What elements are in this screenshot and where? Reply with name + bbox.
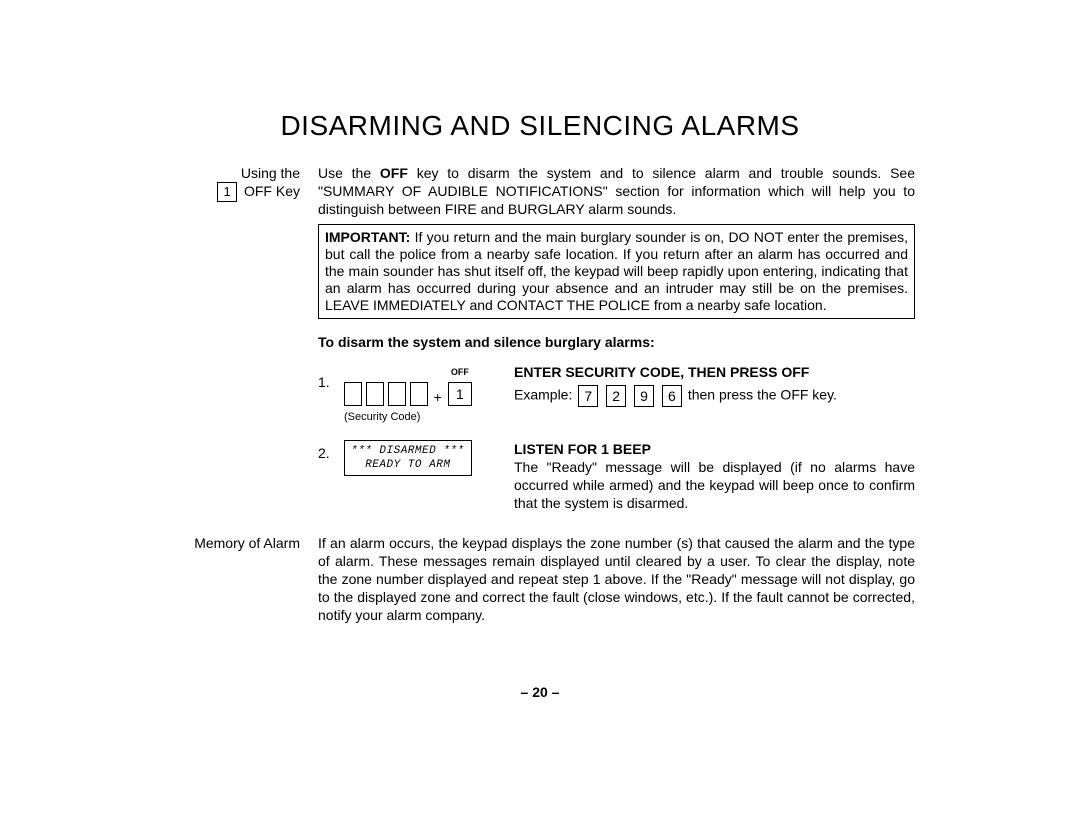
code-digit-1 bbox=[344, 382, 362, 406]
step-1: 1. + OFF 1 bbox=[318, 363, 915, 426]
left-label-using: Using the 1 OFF Key bbox=[165, 164, 318, 202]
code-digit-4 bbox=[410, 382, 428, 406]
off-key-1: 1 bbox=[448, 382, 472, 406]
using-the-text: Using the bbox=[241, 165, 300, 181]
lcd-line2: READY TO ARM bbox=[351, 458, 465, 472]
example-label: Example: bbox=[514, 387, 576, 403]
code-digit-2 bbox=[366, 382, 384, 406]
lcd-display: *** DISARMED *** READY TO ARM bbox=[344, 440, 472, 476]
step1-graphic: + OFF 1 (Security Code) bbox=[344, 363, 494, 426]
page-number: – 20 – bbox=[165, 684, 915, 700]
off-key-text: OFF Key bbox=[240, 183, 300, 199]
step1-text: ENTER SECURITY CODE, THEN PRESS OFF Exam… bbox=[494, 363, 915, 407]
off-key-box: 1 bbox=[217, 182, 237, 202]
page-title: DISARMING AND SILENCING ALARMS bbox=[165, 110, 915, 142]
step-2: 2. *** DISARMED *** READY TO ARM LISTEN … bbox=[318, 440, 915, 512]
step2-heading: LISTEN FOR 1 BEEP bbox=[514, 440, 915, 458]
step2-num: 2. bbox=[318, 440, 344, 462]
section-using-off-key: Using the 1 OFF Key Use the OFF key to d… bbox=[165, 164, 915, 526]
step2-text: LISTEN FOR 1 BEEP The "Ready" message wi… bbox=[494, 440, 915, 512]
section-memory-of-alarm: Memory of Alarm If an alarm occurs, the … bbox=[165, 534, 915, 624]
off-small-label: OFF bbox=[448, 363, 472, 381]
step1-num: 1. bbox=[318, 363, 344, 391]
ex-digit-0: 7 bbox=[578, 385, 598, 407]
step1-heading: ENTER SECURITY CODE, THEN PRESS OFF bbox=[514, 363, 915, 381]
important-box: IMPORTANT: If you return and the main bu… bbox=[318, 224, 915, 319]
disarm-subtitle: To disarm the system and silence burglar… bbox=[318, 333, 915, 351]
ex-digit-1: 2 bbox=[606, 385, 626, 407]
section1-body: Use the OFF key to disarm the system and… bbox=[318, 164, 915, 526]
left-label-memory: Memory of Alarm bbox=[165, 534, 318, 552]
example-tail: then press the OFF key. bbox=[688, 387, 837, 403]
code-digit-3 bbox=[388, 382, 406, 406]
ex-digit-3: 6 bbox=[662, 385, 682, 407]
body-pre: Use the bbox=[318, 165, 380, 181]
body-post: key to disarm the system and to silence … bbox=[318, 165, 915, 217]
memory-body: If an alarm occurs, the keypad displays … bbox=[318, 534, 915, 624]
step2-graphic: *** DISARMED *** READY TO ARM bbox=[344, 440, 494, 476]
important-text: If you return and the main burglary soun… bbox=[325, 229, 908, 313]
important-label: IMPORTANT: bbox=[325, 229, 410, 245]
ex-digit-2: 9 bbox=[634, 385, 654, 407]
plus-sign: + bbox=[434, 388, 442, 406]
lcd-line1: *** DISARMED *** bbox=[351, 444, 465, 458]
page-container: DISARMING AND SILENCING ALARMS Using the… bbox=[0, 0, 1080, 700]
security-code-label: (Security Code) bbox=[344, 408, 494, 426]
step2-body: The "Ready" message will be displayed (i… bbox=[514, 458, 915, 512]
body-off-bold: OFF bbox=[380, 165, 408, 181]
